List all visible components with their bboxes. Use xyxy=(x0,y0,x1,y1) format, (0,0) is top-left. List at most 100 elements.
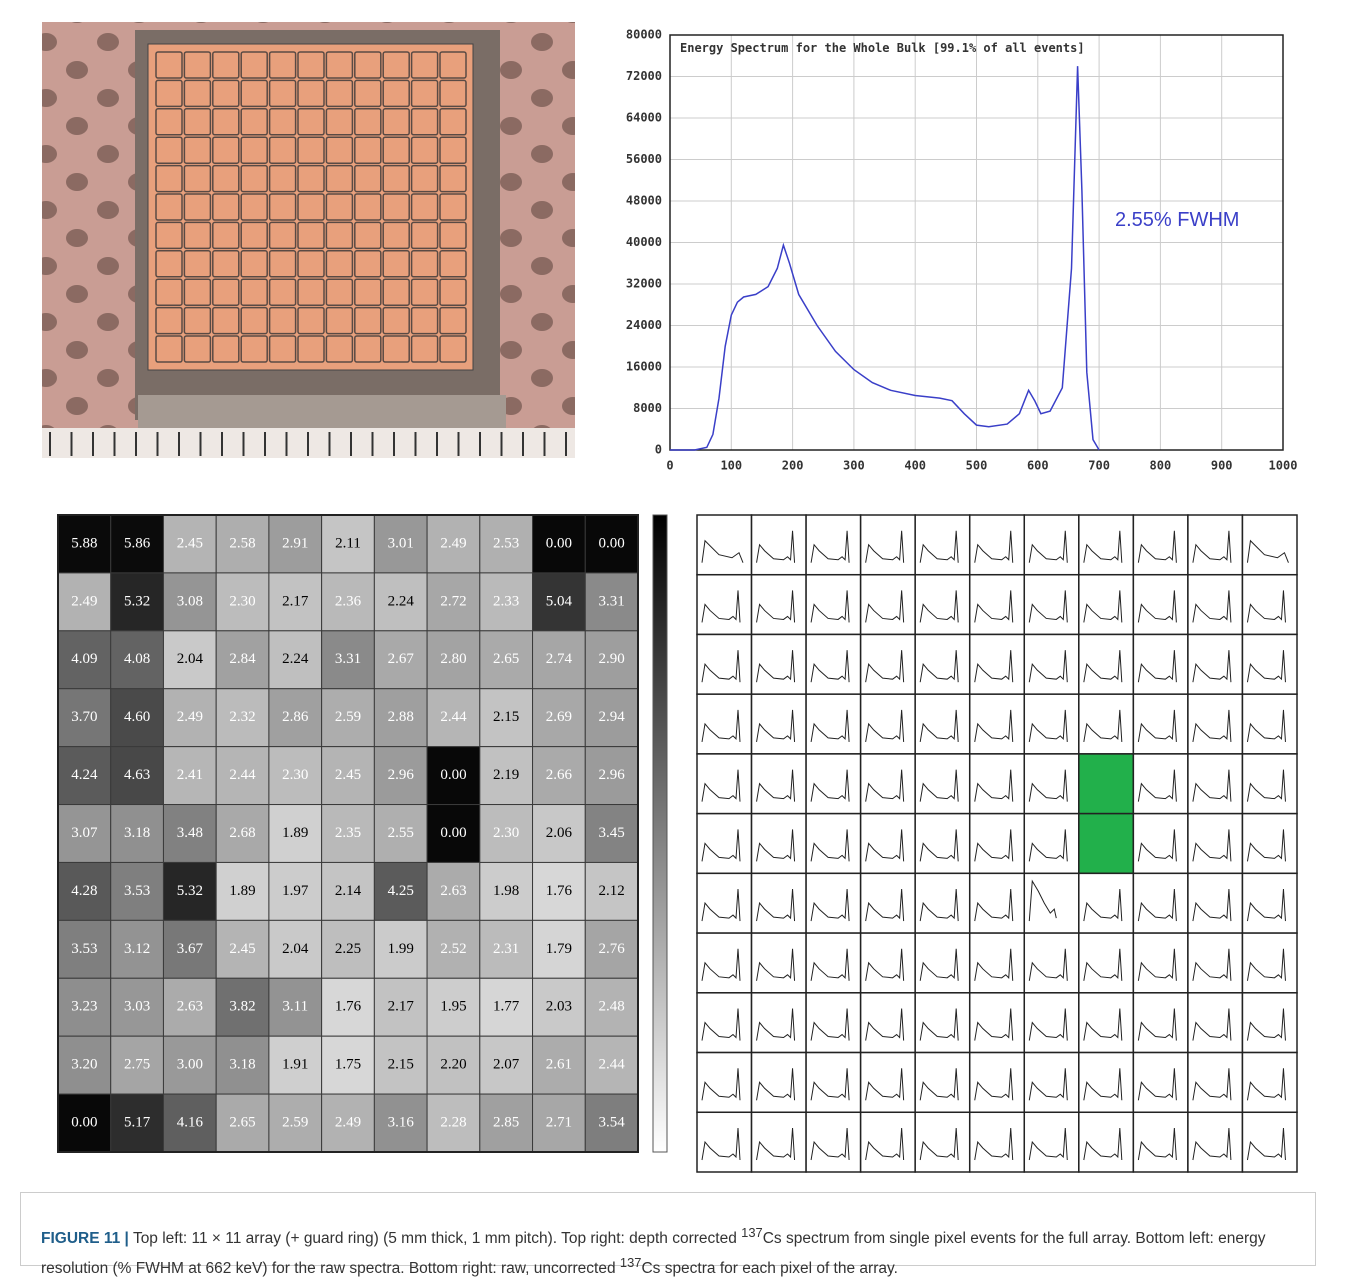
pixel-pad xyxy=(297,221,325,250)
heat-cell xyxy=(215,514,270,574)
cell-label: 2.71 xyxy=(546,1114,572,1130)
y-tick-label: 32000 xyxy=(626,277,662,291)
pixel-spectrum xyxy=(1192,530,1232,563)
x-tick-label: 700 xyxy=(1088,459,1110,473)
pixel-spectrum xyxy=(1246,829,1286,862)
y-tick-label: 0 xyxy=(655,443,662,457)
cell-label: 2.44 xyxy=(440,709,467,725)
pixel-spectrum xyxy=(974,948,1014,981)
pixel-pad xyxy=(240,250,268,278)
heat-cell xyxy=(426,1035,481,1095)
pixel-pad xyxy=(212,306,240,335)
heat-cell xyxy=(321,804,375,863)
pixel-cell xyxy=(968,1051,1026,1114)
cell-label: 4.09 xyxy=(71,651,97,667)
cell-label: 2.32 xyxy=(229,709,255,725)
heat-cell xyxy=(479,630,534,690)
pixel-pad xyxy=(410,250,439,278)
cell-label: 3.18 xyxy=(124,825,150,841)
cell-label: 0.00 xyxy=(71,1114,97,1130)
pixel-pad xyxy=(212,164,240,193)
pixel-spectrum xyxy=(865,829,905,862)
pixel-cell xyxy=(805,932,862,994)
pixel-spectrum xyxy=(756,650,796,683)
cell-label: 1.98 xyxy=(493,883,519,899)
heat-cell xyxy=(268,746,323,806)
pixel-pad xyxy=(382,306,410,335)
pixel-pad xyxy=(354,164,382,193)
heat-cell xyxy=(321,977,375,1037)
pixel-spectrum xyxy=(810,709,850,742)
pixel-spectrum xyxy=(1028,829,1068,862)
heat-cell xyxy=(268,977,323,1037)
heat-cell xyxy=(426,746,481,806)
y-tick-label: 8000 xyxy=(633,401,662,415)
cell-label: 3.67 xyxy=(177,941,204,957)
cell-label: 2.44 xyxy=(229,767,256,783)
pixel-pad xyxy=(325,193,354,221)
y-tick-label: 48000 xyxy=(626,194,662,208)
pixel-spectrum xyxy=(1137,709,1177,742)
pixel-cell xyxy=(1132,992,1189,1054)
pixel-cell xyxy=(914,514,971,576)
pixel-spectrum xyxy=(865,650,905,683)
pixel-cell xyxy=(1023,573,1080,636)
cell-label: 3.70 xyxy=(71,709,97,725)
heat-cell xyxy=(532,919,586,979)
pixel-pad xyxy=(382,193,410,221)
pixel-spectrum xyxy=(1083,948,1123,981)
cell-label: 1.91 xyxy=(282,1057,308,1073)
pixel-cell xyxy=(805,1051,862,1114)
cell-label: 3.23 xyxy=(71,999,97,1015)
cell-label: 2.49 xyxy=(335,1114,361,1130)
pixel-cell xyxy=(750,633,807,695)
pixel-pad xyxy=(183,278,212,306)
pixel-pad xyxy=(382,221,410,250)
pixel-cell xyxy=(805,573,862,636)
cell-label: 4.25 xyxy=(388,883,414,899)
cell-label: 2.49 xyxy=(440,535,466,551)
pixel-pad xyxy=(240,306,268,335)
cell-label: 2.55 xyxy=(388,825,414,841)
cell-label: 2.28 xyxy=(440,1114,466,1130)
cell-label: 5.88 xyxy=(71,535,97,551)
pixel-pad xyxy=(410,221,439,250)
pixel-spectrum xyxy=(701,1008,741,1041)
cell-label: 2.44 xyxy=(599,1057,626,1073)
cell-label: 2.06 xyxy=(546,825,573,841)
heat-cell xyxy=(373,919,428,979)
pixel-pad xyxy=(410,193,439,221)
pixel-spectrum xyxy=(919,650,959,683)
pixel-pad xyxy=(212,136,240,164)
pixel-spectrum xyxy=(701,590,741,623)
pixel-pad xyxy=(155,335,183,363)
cell-label: 3.48 xyxy=(177,825,203,841)
pixel-cell xyxy=(696,992,753,1054)
cell-label: 2.30 xyxy=(493,825,519,841)
pixel-pad xyxy=(410,79,439,108)
heat-cell xyxy=(532,630,586,690)
heat-cell xyxy=(162,977,217,1037)
pixel-spectrum xyxy=(919,829,959,862)
pixel-pad xyxy=(268,250,297,278)
pixel-cell xyxy=(1241,514,1298,576)
cell-label: 3.00 xyxy=(177,1057,203,1073)
heat-cell xyxy=(162,861,217,921)
heat-cell xyxy=(162,630,217,690)
heat-cell xyxy=(479,1035,534,1095)
pixel-pad xyxy=(325,278,354,306)
heat-cell xyxy=(162,688,217,748)
pixel-pad xyxy=(155,79,183,108)
pixel-spectrum xyxy=(865,769,905,802)
pixel-cell xyxy=(750,753,807,815)
pixel-spectrum xyxy=(1083,709,1123,742)
cell-label: 2.69 xyxy=(546,709,572,725)
pixel-spectrum xyxy=(974,769,1014,802)
pixel-pad xyxy=(354,278,382,306)
pixel-cell xyxy=(750,1051,807,1114)
pixel-spectrum xyxy=(1028,879,1057,922)
cell-label: 2.24 xyxy=(388,593,415,609)
pixel-spectrum xyxy=(701,948,741,981)
pixel-pad xyxy=(439,278,467,306)
pixel-pad xyxy=(382,164,410,193)
